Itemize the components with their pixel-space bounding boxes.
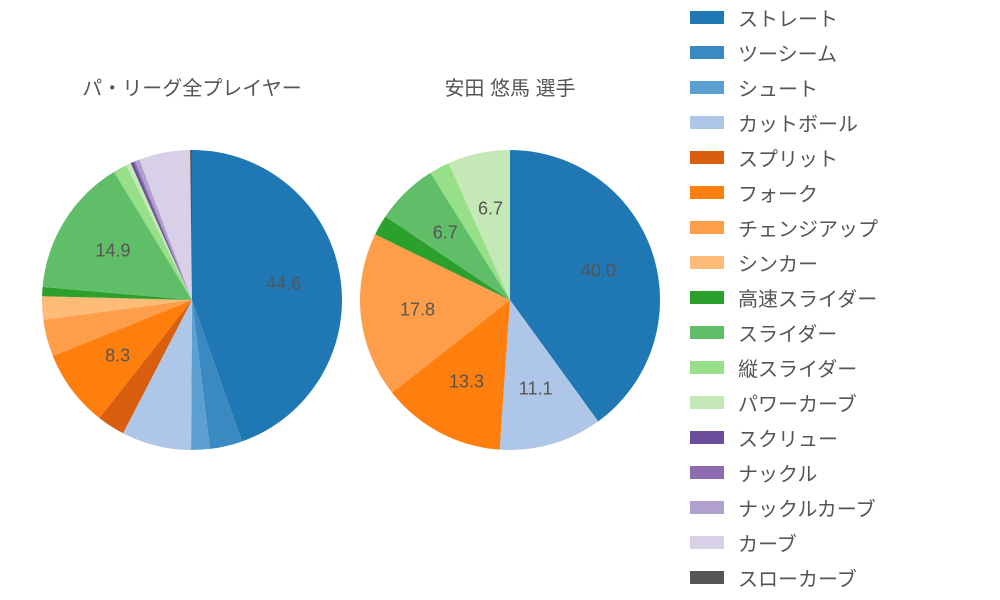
legend-label: シンカー: [738, 248, 818, 277]
legend-item: ストレート: [690, 0, 878, 35]
legend-swatch: [690, 221, 724, 234]
chart-title-0: パ・リーグ全プレイヤー: [42, 72, 342, 101]
legend-label: チェンジアップ: [738, 213, 878, 242]
legend-swatch: [690, 466, 724, 479]
legend-swatch: [690, 571, 724, 584]
legend-item: ナックル: [690, 455, 878, 490]
legend-label: ツーシーム: [738, 38, 837, 67]
legend-label: 縦スライダー: [738, 353, 857, 382]
legend-swatch: [690, 151, 724, 164]
legend-item: スローカーブ: [690, 560, 878, 595]
chart-title-1: 安田 悠馬 選手: [360, 72, 660, 101]
legend-item: ツーシーム: [690, 35, 878, 70]
legend-swatch: [690, 396, 724, 409]
legend-label: 高速スライダー: [738, 283, 877, 312]
legend-swatch: [690, 11, 724, 24]
chart-stage: パ・リーグ全プレイヤー44.68.314.9安田 悠馬 選手40.011.113…: [0, 0, 1000, 600]
legend-label: スクリュー: [738, 423, 838, 452]
legend-swatch: [690, 81, 724, 94]
legend-swatch: [690, 46, 724, 59]
legend-item: 縦スライダー: [690, 350, 878, 385]
legend-item: カットボール: [690, 105, 878, 140]
legend-swatch: [690, 291, 724, 304]
legend-item: スプリット: [690, 140, 878, 175]
legend-item: スライダー: [690, 315, 878, 350]
legend: ストレートツーシームシュートカットボールスプリットフォークチェンジアップシンカー…: [690, 0, 878, 595]
pie-chart-0: [42, 150, 342, 455]
legend-item: フォーク: [690, 175, 878, 210]
legend-label: スライダー: [738, 318, 837, 347]
legend-swatch: [690, 536, 724, 549]
legend-item: 高速スライダー: [690, 280, 878, 315]
legend-label: フォーク: [738, 178, 818, 207]
legend-item: カーブ: [690, 525, 878, 560]
legend-label: ナックルカーブ: [738, 493, 876, 522]
legend-label: シュート: [738, 73, 818, 102]
legend-swatch: [690, 501, 724, 514]
legend-item: ナックルカーブ: [690, 490, 878, 525]
pie-chart-1: [360, 150, 660, 455]
legend-swatch: [690, 326, 724, 339]
legend-swatch: [690, 256, 724, 269]
legend-label: カーブ: [738, 528, 797, 557]
legend-item: チェンジアップ: [690, 210, 878, 245]
legend-item: シンカー: [690, 245, 878, 280]
legend-item: パワーカーブ: [690, 385, 878, 420]
legend-label: ストレート: [738, 3, 838, 32]
legend-item: シュート: [690, 70, 878, 105]
legend-label: パワーカーブ: [738, 388, 857, 417]
legend-label: カットボール: [738, 108, 858, 137]
legend-swatch: [690, 116, 724, 129]
legend-label: ナックル: [738, 458, 817, 487]
legend-label: スプリット: [738, 143, 838, 172]
legend-swatch: [690, 431, 724, 444]
legend-swatch: [690, 361, 724, 374]
legend-item: スクリュー: [690, 420, 878, 455]
legend-label: スローカーブ: [738, 563, 857, 592]
legend-swatch: [690, 186, 724, 199]
